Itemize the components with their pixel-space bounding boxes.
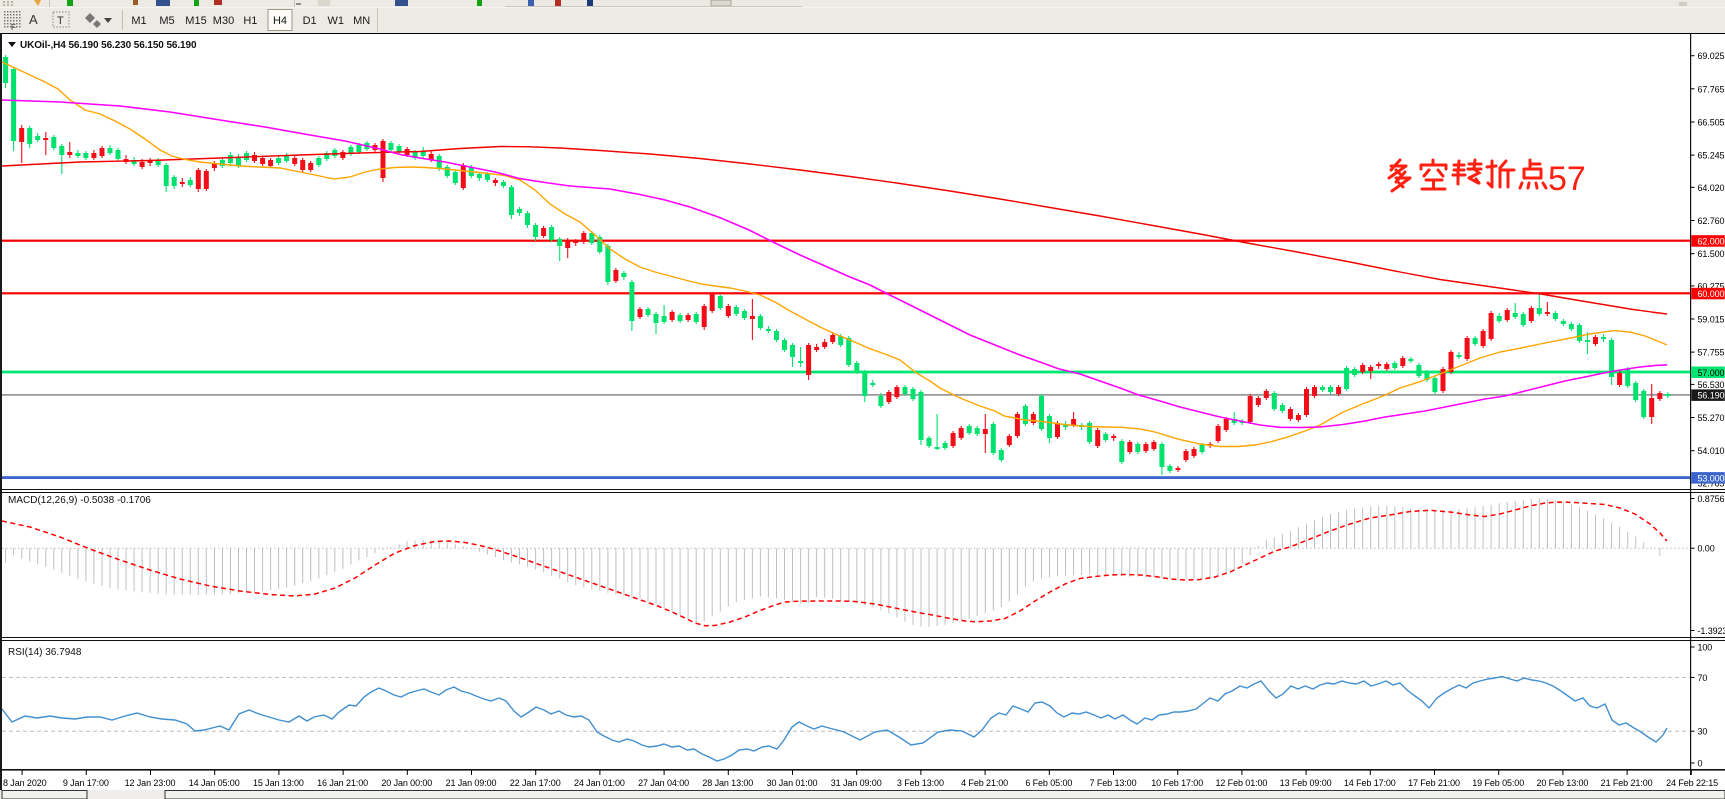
svg-text:UKOil-,H4 56.190 56.230 56.15: UKOil-,H4 56.190 56.230 56.150 56.190 — [20, 40, 197, 51]
svg-text:3 Feb 13:00: 3 Feb 13:00 — [897, 778, 944, 788]
svg-text:15 Jan 13:00: 15 Jan 13:00 — [253, 778, 304, 788]
svg-text:0: 0 — [1698, 759, 1703, 769]
svg-text:57.000: 57.000 — [1698, 368, 1725, 378]
svg-text:22 Jan 17:00: 22 Jan 17:00 — [510, 778, 561, 788]
svg-text:57: 57 — [1548, 160, 1586, 198]
svg-text:17 Feb 21:00: 17 Feb 21:00 — [1408, 778, 1460, 788]
svg-text:69.025: 69.025 — [1698, 51, 1725, 61]
svg-text:MN: MN — [353, 15, 370, 27]
svg-text:24 Jan 01:00: 24 Jan 01:00 — [574, 778, 625, 788]
svg-text:MACD(12,26,9) -0.5038 -0.1706: MACD(12,26,9) -0.5038 -0.1706 — [8, 495, 151, 506]
svg-text:16 Jan 21:00: 16 Jan 21:00 — [317, 778, 368, 788]
svg-text:31 Jan 09:00: 31 Jan 09:00 — [831, 778, 882, 788]
svg-text:0.8756: 0.8756 — [1698, 494, 1725, 504]
svg-text:8 Jan 2020: 8 Jan 2020 — [3, 778, 47, 788]
svg-text:M5: M5 — [159, 15, 174, 27]
svg-text:14 Feb 17:00: 14 Feb 17:00 — [1344, 778, 1396, 788]
svg-text:60.275: 60.275 — [1698, 281, 1725, 291]
svg-text:21 Feb 21:00: 21 Feb 21:00 — [1601, 778, 1653, 788]
svg-text:62.000: 62.000 — [1698, 237, 1725, 247]
svg-text:M30: M30 — [213, 15, 234, 27]
svg-text:59.015: 59.015 — [1698, 315, 1725, 325]
svg-text:56.190: 56.190 — [1698, 391, 1725, 401]
svg-text:M1: M1 — [131, 15, 146, 27]
svg-text:H4: H4 — [273, 15, 287, 27]
svg-text:70: 70 — [1698, 673, 1708, 683]
svg-text:M15: M15 — [185, 15, 206, 27]
svg-text:20 Feb 13:00: 20 Feb 13:00 — [1536, 778, 1588, 788]
svg-text:66.505: 66.505 — [1698, 118, 1725, 128]
svg-text:56.530: 56.530 — [1698, 380, 1725, 390]
svg-text:28 Jan 13:00: 28 Jan 13:00 — [702, 778, 753, 788]
svg-text:13 Feb 09:00: 13 Feb 09:00 — [1280, 778, 1332, 788]
svg-text:20 Jan 00:00: 20 Jan 00:00 — [381, 778, 432, 788]
svg-text:27 Jan 04:00: 27 Jan 04:00 — [638, 778, 689, 788]
svg-text:9 Jan 17:00: 9 Jan 17:00 — [63, 778, 109, 788]
svg-text:7 Feb 13:00: 7 Feb 13:00 — [1090, 778, 1137, 788]
svg-text:57.755: 57.755 — [1698, 348, 1725, 358]
svg-text:12 Feb 01:00: 12 Feb 01:00 — [1215, 778, 1267, 788]
svg-text:24 Feb 22:15: 24 Feb 22:15 — [1666, 778, 1718, 788]
svg-text:55.270: 55.270 — [1698, 413, 1725, 423]
svg-text:53.000: 53.000 — [1698, 473, 1725, 483]
svg-text:-1.3923: -1.3923 — [1698, 626, 1725, 636]
svg-text:19 Feb 05:00: 19 Feb 05:00 — [1472, 778, 1524, 788]
svg-text:10 Feb 17:00: 10 Feb 17:00 — [1151, 778, 1203, 788]
svg-text:21 Jan 09:00: 21 Jan 09:00 — [446, 778, 497, 788]
svg-text:65.245: 65.245 — [1698, 151, 1725, 161]
svg-text:14 Jan 05:00: 14 Jan 05:00 — [189, 778, 240, 788]
svg-text:62.760: 62.760 — [1698, 216, 1725, 226]
svg-text:64.020: 64.020 — [1698, 183, 1725, 193]
svg-text:100: 100 — [1698, 643, 1713, 653]
svg-text:54.010: 54.010 — [1698, 446, 1725, 456]
svg-text:RSI(14) 36.7948: RSI(14) 36.7948 — [8, 647, 82, 658]
svg-text:F: F — [11, 23, 16, 32]
svg-text:0.00: 0.00 — [1698, 544, 1715, 554]
svg-text:T: T — [57, 15, 64, 27]
svg-text:H1: H1 — [243, 15, 257, 27]
svg-text:60.000: 60.000 — [1698, 289, 1725, 299]
svg-text:12 Jan 23:00: 12 Jan 23:00 — [125, 778, 176, 788]
svg-text:30 Jan 01:00: 30 Jan 01:00 — [767, 778, 818, 788]
svg-text:30: 30 — [1698, 727, 1708, 737]
svg-text:67.765: 67.765 — [1698, 84, 1725, 94]
svg-text:D1: D1 — [303, 15, 317, 27]
svg-text:4 Feb 21:00: 4 Feb 21:00 — [961, 778, 1008, 788]
svg-text:61.500: 61.500 — [1698, 249, 1725, 259]
svg-text:W1: W1 — [327, 15, 344, 27]
svg-text:6 Feb 05:00: 6 Feb 05:00 — [1025, 778, 1072, 788]
svg-text:A: A — [29, 12, 38, 27]
